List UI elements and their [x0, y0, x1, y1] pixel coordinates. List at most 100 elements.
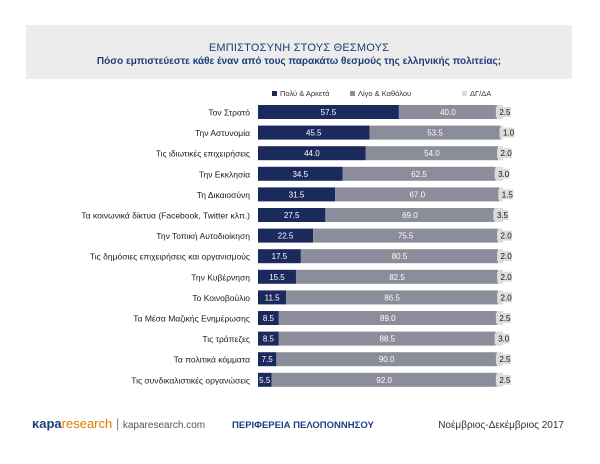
value-label-2: 67.0: [409, 190, 425, 199]
bar-segment-2: [365, 146, 499, 161]
bar-segment-1: [258, 290, 287, 305]
category-label: Την Κυβέρνηση: [191, 272, 250, 282]
value-label-2: 89.0: [380, 314, 396, 323]
legend-label-3: ΔΓ/ΔΑ: [470, 89, 491, 98]
bar-segment-1: [258, 311, 279, 325]
category-label: Τις ιδιωτικές επιχειρήσεις: [156, 149, 250, 159]
value-label-1: 57.5: [321, 108, 337, 117]
value-label-bg: [497, 230, 513, 241]
value-label-1: 15.5: [269, 273, 285, 282]
category-label: Το Κοινοβούλιο: [192, 293, 250, 303]
value-label-bg: [493, 210, 509, 220]
footer-separator: |: [115, 416, 120, 431]
value-label-3: 2.5: [499, 376, 511, 385]
value-label-2: 54.0: [424, 149, 440, 158]
value-label-2: 86.5: [384, 293, 400, 302]
value-label-bg: [494, 168, 510, 179]
category-label: Την Αστυνομία: [195, 128, 250, 138]
footer-url: kaparesearch.com: [122, 420, 206, 431]
value-label-1: 34.5: [292, 170, 308, 179]
value-label-bg: [497, 292, 513, 303]
category-label: Τις συνδικαλιστικές οργανώσεις: [131, 375, 250, 385]
value-label-2: 90.0: [379, 355, 395, 364]
bar-segment-1: [258, 208, 326, 222]
bar-segment-1: [258, 331, 279, 346]
bar-segment-2: [278, 331, 496, 346]
bar-segment-2: [325, 208, 495, 222]
bar-segment-2: [300, 249, 499, 264]
bar-segment-2: [271, 372, 497, 387]
bar-segment-1: [258, 372, 272, 387]
value-label-bg: [498, 189, 514, 200]
value-label-bg: [497, 271, 513, 282]
bar-segment-1: [258, 146, 366, 161]
value-label-3: 2.0: [501, 149, 513, 158]
bar-segment-1: [258, 249, 301, 264]
value-label-2: 80.5: [392, 252, 408, 261]
value-label-1: 5.5: [259, 376, 271, 385]
value-label-1: 44.0: [304, 149, 320, 158]
bar-segment-2: [278, 311, 497, 325]
value-label-2: 82.5: [389, 273, 405, 282]
footer-region: ΠΕΡΙΦΕΡΕΙΑ ΠΕΛΟΠΟΝΝΗΣΟΥ: [232, 420, 374, 431]
bar-segment-1: [258, 105, 399, 119]
value-label-3: 1.5: [502, 190, 514, 199]
value-label-1: 11.5: [265, 293, 281, 302]
stacked-bar-chart: Πολύ & Αρκετά Λίγο & Καθόλου ΔΓ/ΔΑ Τον Στρα…: [81, 89, 515, 387]
value-label-bg: [494, 333, 510, 344]
value-label-2: 69.0: [402, 211, 418, 220]
bar-segment-1: [258, 125, 370, 140]
value-label-bg: [497, 148, 513, 159]
value-label-3: 2.0: [501, 273, 513, 282]
category-label: Τα Μέσα Μαζικής Ενημέρωσης: [133, 314, 250, 324]
value-label-bg: [495, 107, 511, 117]
bar-segment-2: [335, 187, 500, 202]
value-label-bg: [495, 313, 511, 323]
bar-segment-1: [258, 352, 277, 367]
bar-segment-1: [258, 269, 296, 284]
value-label-2: 92.0: [376, 376, 392, 385]
category-label: Την Εκκλησία: [199, 169, 250, 179]
chart-title: ΕΜΠΙΣΤΟΣΥΝΗ ΣΤΟΥΣ ΘΕΣΜΟΥΣ: [208, 42, 390, 54]
legend-swatch-2: [350, 91, 355, 96]
value-label-1: 27.5: [284, 211, 300, 220]
bar-segment-1: [258, 187, 336, 202]
value-label-1: 8.5: [263, 314, 275, 323]
brand-research: research: [61, 416, 113, 431]
category-label: Τα πολιτικά κόμματα: [174, 355, 250, 365]
value-label-3: 2.0: [501, 293, 513, 302]
bar-segment-2: [313, 228, 499, 243]
value-label-3: 2.5: [499, 355, 511, 364]
legend-swatch-1: [272, 91, 277, 96]
value-label-3: 3.5: [497, 211, 509, 220]
value-label-1: 7.5: [262, 355, 274, 364]
brand-kapa: κapa: [32, 416, 62, 431]
value-label-bg: [499, 127, 515, 138]
category-label: Τη Δικαιοσύνη: [197, 190, 251, 200]
value-label-2: 75.5: [398, 232, 414, 241]
bar-segment-1: [258, 166, 343, 181]
value-label-3: 3.0: [498, 335, 510, 344]
bar-segment-1: [258, 228, 314, 243]
chart-subtitle: Πόσο εμπιστεύεστε κάθε έναν από τους παρ…: [96, 56, 502, 67]
value-label-1: 31.5: [289, 190, 305, 199]
value-label-2: 88.5: [379, 335, 395, 344]
value-label-2: 62.5: [411, 170, 427, 179]
legend-swatch-3: [462, 91, 467, 96]
footer-date: Νοέμβριος-Δεκέμβριος 2017: [438, 420, 564, 431]
value-label-bg: [497, 251, 513, 262]
category-label: Τον Στρατό: [208, 108, 250, 118]
value-label-1: 17.5: [272, 252, 288, 261]
category-label: Την Τοπική Αυτοδιοίκηση: [156, 231, 250, 241]
value-label-3: 3.0: [498, 170, 510, 179]
value-label-bg: [495, 354, 511, 365]
legend-label-1: Πολύ & Αρκετά: [280, 89, 330, 98]
value-label-3: 2.5: [499, 314, 511, 323]
header-banner: ΕΜΠΙΣΤΟΣΥΝΗ ΣΤΟΥΣ ΘΕΣΜΟΥΣ Πόσο εμπιστεύε…: [26, 25, 572, 79]
value-label-3: 2.0: [501, 232, 513, 241]
bar-segment-2: [276, 352, 497, 367]
value-label-1: 8.5: [263, 335, 275, 344]
category-label: Τις δημόσιες επιχειρήσεις και οργανισμού…: [90, 252, 250, 262]
footer-logo: κaparesearch | kaparesearch.com: [32, 416, 205, 431]
value-label-1: 45.5: [306, 129, 322, 138]
